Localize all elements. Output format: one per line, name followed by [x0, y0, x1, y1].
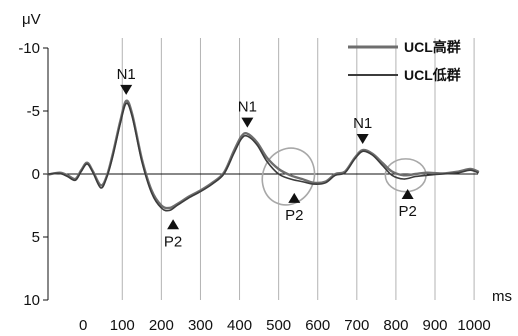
legend-label: UCL高群: [404, 39, 461, 55]
y-axis-unit: μV: [22, 11, 41, 28]
x-tick-label: 100: [110, 317, 135, 334]
series-line-2: [47, 102, 479, 212]
peak-label: P2: [285, 207, 303, 224]
series-lines: [46, 99, 480, 212]
x-tick-label: 500: [266, 317, 291, 334]
x-tick-label: 800: [383, 317, 408, 334]
peak-marker-up: [167, 219, 180, 230]
peak-annotations: N1 P2 N1 P2 N1 P2: [117, 66, 417, 250]
x-tick-label: 300: [188, 317, 213, 334]
peak-label: P2: [398, 203, 416, 220]
peak-marker-up: [401, 189, 414, 200]
peak-label: N1: [353, 115, 372, 132]
y-tick-label: 10: [23, 292, 40, 309]
peak-marker-up: [288, 192, 301, 203]
x-tick-label: 1000: [457, 317, 490, 334]
x-tick-label: 400: [227, 317, 252, 334]
legend-label: UCL低群: [404, 67, 461, 83]
y-tick-label: 0: [32, 166, 40, 183]
x-tick-label: 200: [149, 317, 174, 334]
peak-marker-down: [356, 134, 369, 145]
peak-label: N1: [238, 99, 257, 116]
y-tick-label: -5: [27, 103, 40, 120]
x-tick-label: 600: [305, 317, 330, 334]
x-tick-label: 700: [344, 317, 369, 334]
x-tick-label: 0: [79, 317, 87, 334]
peak-marker-down: [241, 117, 254, 128]
peak-label: N1: [117, 66, 136, 83]
highlight-ellipse: [261, 147, 316, 206]
x-axis-unit: ms: [492, 288, 512, 305]
x-tick-label: 900: [422, 317, 447, 334]
y-tick-label: -10: [18, 40, 40, 57]
legend: UCL高群 UCL低群: [348, 39, 461, 83]
peak-label: P2: [164, 233, 182, 250]
peak-marker-down: [120, 84, 133, 95]
y-tick-label: 5: [32, 229, 40, 246]
